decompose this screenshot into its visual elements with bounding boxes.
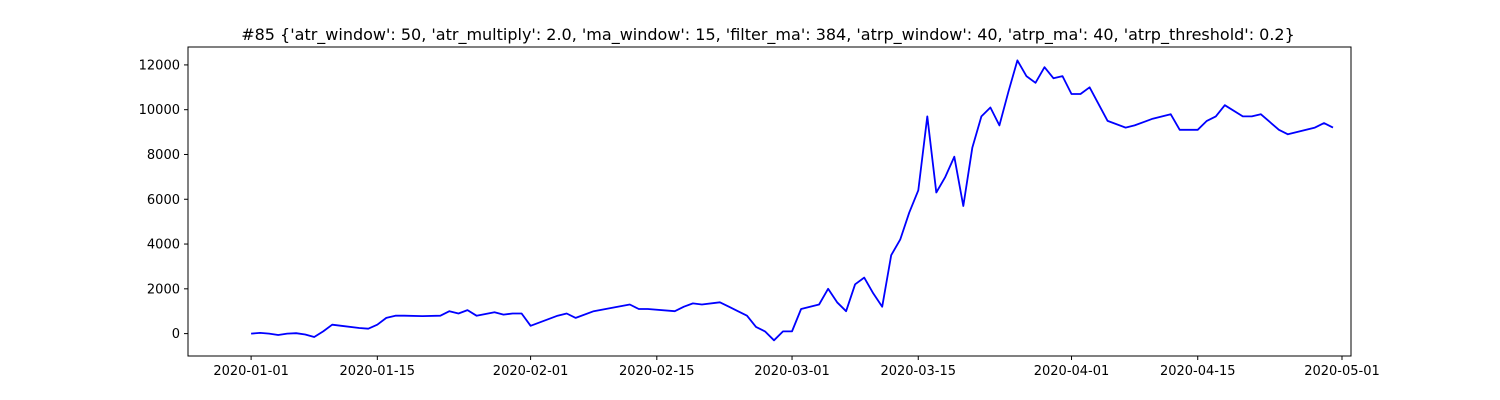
y-tick-label: 8000 — [147, 148, 180, 163]
plot-frame — [187, 46, 1352, 357]
y-tick-label: 2000 — [147, 282, 180, 297]
y-tick-label: 6000 — [147, 193, 180, 208]
x-tick-label: 2020-02-01 — [493, 364, 569, 379]
x-tick-label: 2020-05-01 — [1304, 364, 1380, 379]
x-tick-label: 2020-03-01 — [754, 364, 830, 379]
x-tick-label: 2020-04-15 — [1160, 364, 1236, 379]
x-tick-label: 2020-04-01 — [1034, 364, 1110, 379]
chart-title: #85 {'atr_window': 50, 'atr_multiply': 2… — [241, 25, 1295, 45]
x-tick-label: 2020-01-15 — [340, 364, 416, 379]
y-tick-label: 10000 — [139, 103, 180, 118]
x-tick-label: 2020-02-15 — [619, 364, 695, 379]
x-tick-label: 2020-01-01 — [213, 364, 289, 379]
y-tick-label: 4000 — [147, 238, 180, 253]
y-tick-label: 12000 — [139, 58, 180, 73]
y-tick-label: 0 — [172, 327, 180, 342]
series-line — [251, 59, 1334, 342]
axes: 2020-01-01 2020-01-15 2020-02-01 2020-02-15… — [139, 46, 1380, 379]
x-tick-label: 2020-03-15 — [880, 364, 956, 379]
plot-area — [251, 59, 1334, 342]
